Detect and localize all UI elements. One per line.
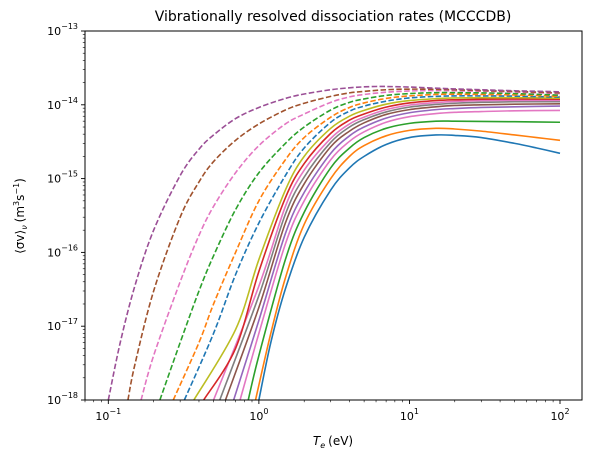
x-axis-unit: (eV) — [328, 434, 353, 448]
x-axis-var: T — [313, 434, 322, 448]
series-line-13 — [159, 91, 561, 400]
series-line-16 — [107, 85, 561, 400]
y-tick-label: 10−14 — [47, 96, 78, 112]
series-line-5 — [232, 105, 561, 400]
plot-frame — [84, 30, 583, 401]
y-axis-unit-close: ) — [13, 178, 27, 183]
series-line-10 — [193, 96, 561, 400]
y-tick-label: 10−13 — [47, 22, 78, 38]
y-tick-label: 10−18 — [47, 391, 78, 407]
y-axis-unit-mid: s — [13, 195, 27, 201]
y-axis-unit-open: (m — [13, 206, 27, 222]
series-line-8 — [212, 99, 561, 400]
series-line-14 — [140, 89, 561, 400]
series-line-1 — [258, 134, 561, 400]
x-tick-label: 102 — [550, 407, 569, 423]
y-tick-label: 10−17 — [47, 317, 78, 333]
x-tick-label: 101 — [400, 407, 419, 423]
y-axis-unit-exp2: −1 — [12, 183, 21, 195]
y-tick-label: 10−16 — [47, 243, 78, 259]
x-axis-label: Te (eV) — [313, 434, 353, 450]
series-line-9 — [203, 98, 561, 400]
series-line-4 — [239, 109, 561, 400]
series-group — [107, 85, 561, 400]
series-line-7 — [219, 100, 561, 400]
y-axis-sub: ν — [20, 225, 29, 230]
series-line-12 — [172, 93, 561, 400]
y-tick-label: 10−15 — [47, 170, 78, 186]
tick-labels-group: 10−1 100 101 102 10−18 10−17 10−16 10−15 10−14 10… — [47, 22, 569, 423]
x-tick-label: 100 — [249, 407, 268, 423]
chart-title: Vibrationally resolved dissociation rate… — [155, 9, 512, 25]
ticks-group — [81, 30, 561, 404]
series-line-6 — [224, 103, 561, 400]
series-line-11 — [183, 95, 561, 400]
series-line-3 — [247, 120, 561, 400]
series-line-15 — [127, 88, 561, 400]
y-axis-unit-exp: 3 — [12, 201, 21, 206]
y-axis-label: ⟨σv⟩ν (m3s−1) — [12, 178, 29, 254]
x-axis-sub: e — [320, 441, 325, 450]
series-line-2 — [254, 127, 561, 400]
x-tick-label: 10−1 — [95, 407, 121, 423]
y-axis-var: ⟨σv⟩ — [13, 230, 27, 254]
